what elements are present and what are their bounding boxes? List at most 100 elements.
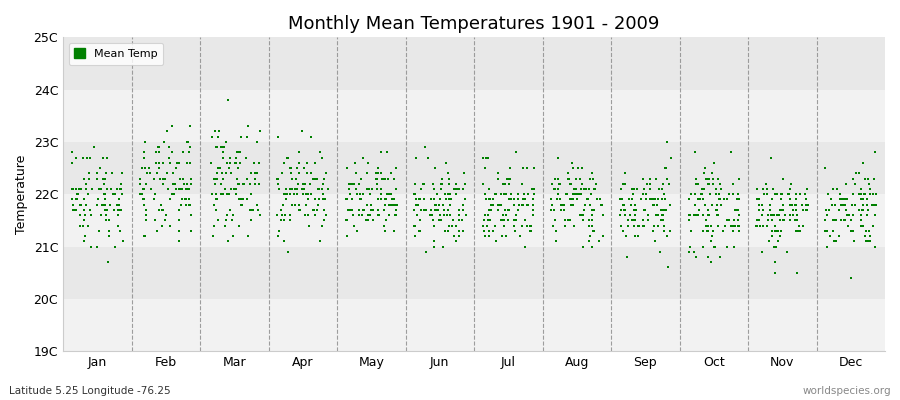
- Point: [359, 217, 374, 224]
- Point: [764, 196, 778, 203]
- Point: [583, 191, 598, 198]
- Point: [643, 175, 657, 182]
- Point: [111, 207, 125, 213]
- Point: [292, 202, 307, 208]
- Point: [854, 222, 868, 229]
- Point: [301, 160, 315, 166]
- Point: [824, 196, 839, 203]
- Point: [573, 191, 588, 198]
- Point: [860, 196, 874, 203]
- Point: [111, 202, 125, 208]
- Point: [763, 202, 778, 208]
- Point: [344, 207, 358, 213]
- Point: [636, 186, 651, 192]
- Point: [548, 175, 562, 182]
- Point: [223, 170, 238, 176]
- Point: [574, 186, 589, 192]
- Point: [855, 196, 869, 203]
- Point: [585, 175, 599, 182]
- Point: [407, 207, 421, 213]
- Point: [74, 186, 88, 192]
- Point: [491, 175, 505, 182]
- Point: [452, 228, 466, 234]
- Point: [108, 243, 122, 250]
- Point: [778, 212, 792, 218]
- Point: [765, 228, 779, 234]
- Point: [316, 180, 330, 187]
- Point: [315, 222, 329, 229]
- Point: [569, 175, 583, 182]
- Point: [374, 149, 388, 156]
- Point: [371, 196, 385, 203]
- Point: [316, 196, 330, 203]
- Point: [789, 207, 804, 213]
- Point: [452, 207, 466, 213]
- Point: [720, 243, 734, 250]
- Point: [846, 191, 860, 198]
- Point: [160, 128, 175, 135]
- Point: [110, 186, 124, 192]
- Point: [722, 217, 736, 224]
- Point: [214, 170, 229, 176]
- Point: [435, 180, 449, 187]
- Point: [182, 196, 196, 203]
- Point: [765, 233, 779, 239]
- Point: [284, 170, 298, 176]
- Point: [839, 180, 853, 187]
- Point: [862, 233, 877, 239]
- Point: [511, 191, 526, 198]
- Point: [692, 207, 706, 213]
- Point: [372, 212, 386, 218]
- Point: [182, 202, 196, 208]
- Point: [100, 186, 114, 192]
- Point: [555, 202, 570, 208]
- Point: [297, 186, 311, 192]
- Point: [312, 238, 327, 244]
- Point: [576, 243, 590, 250]
- Point: [544, 207, 558, 213]
- Point: [110, 202, 124, 208]
- Point: [339, 233, 354, 239]
- Point: [97, 180, 112, 187]
- Point: [655, 186, 670, 192]
- Point: [304, 191, 319, 198]
- Point: [767, 243, 781, 250]
- Point: [616, 180, 630, 187]
- Point: [507, 217, 521, 224]
- Point: [770, 191, 784, 198]
- Point: [93, 165, 107, 171]
- Point: [852, 191, 867, 198]
- Bar: [63, 299, 885, 351]
- Point: [275, 202, 290, 208]
- Point: [790, 212, 805, 218]
- Point: [300, 170, 314, 176]
- Point: [627, 217, 642, 224]
- Point: [868, 149, 882, 156]
- Point: [645, 196, 660, 203]
- Point: [829, 217, 843, 224]
- Point: [636, 207, 651, 213]
- Point: [646, 228, 661, 234]
- Point: [687, 248, 701, 255]
- Point: [508, 149, 523, 156]
- Point: [731, 207, 745, 213]
- Point: [149, 228, 164, 234]
- Point: [701, 222, 716, 229]
- Point: [82, 170, 96, 176]
- Point: [627, 207, 642, 213]
- Point: [518, 196, 533, 203]
- Point: [518, 196, 532, 203]
- Point: [800, 186, 814, 192]
- Point: [95, 154, 110, 161]
- Point: [338, 196, 353, 203]
- Point: [318, 196, 332, 203]
- Point: [710, 212, 724, 218]
- Point: [511, 196, 526, 203]
- Point: [438, 160, 453, 166]
- Point: [156, 180, 170, 187]
- Point: [219, 139, 233, 145]
- Point: [274, 207, 288, 213]
- Point: [478, 233, 492, 239]
- Point: [712, 196, 726, 203]
- Point: [859, 238, 873, 244]
